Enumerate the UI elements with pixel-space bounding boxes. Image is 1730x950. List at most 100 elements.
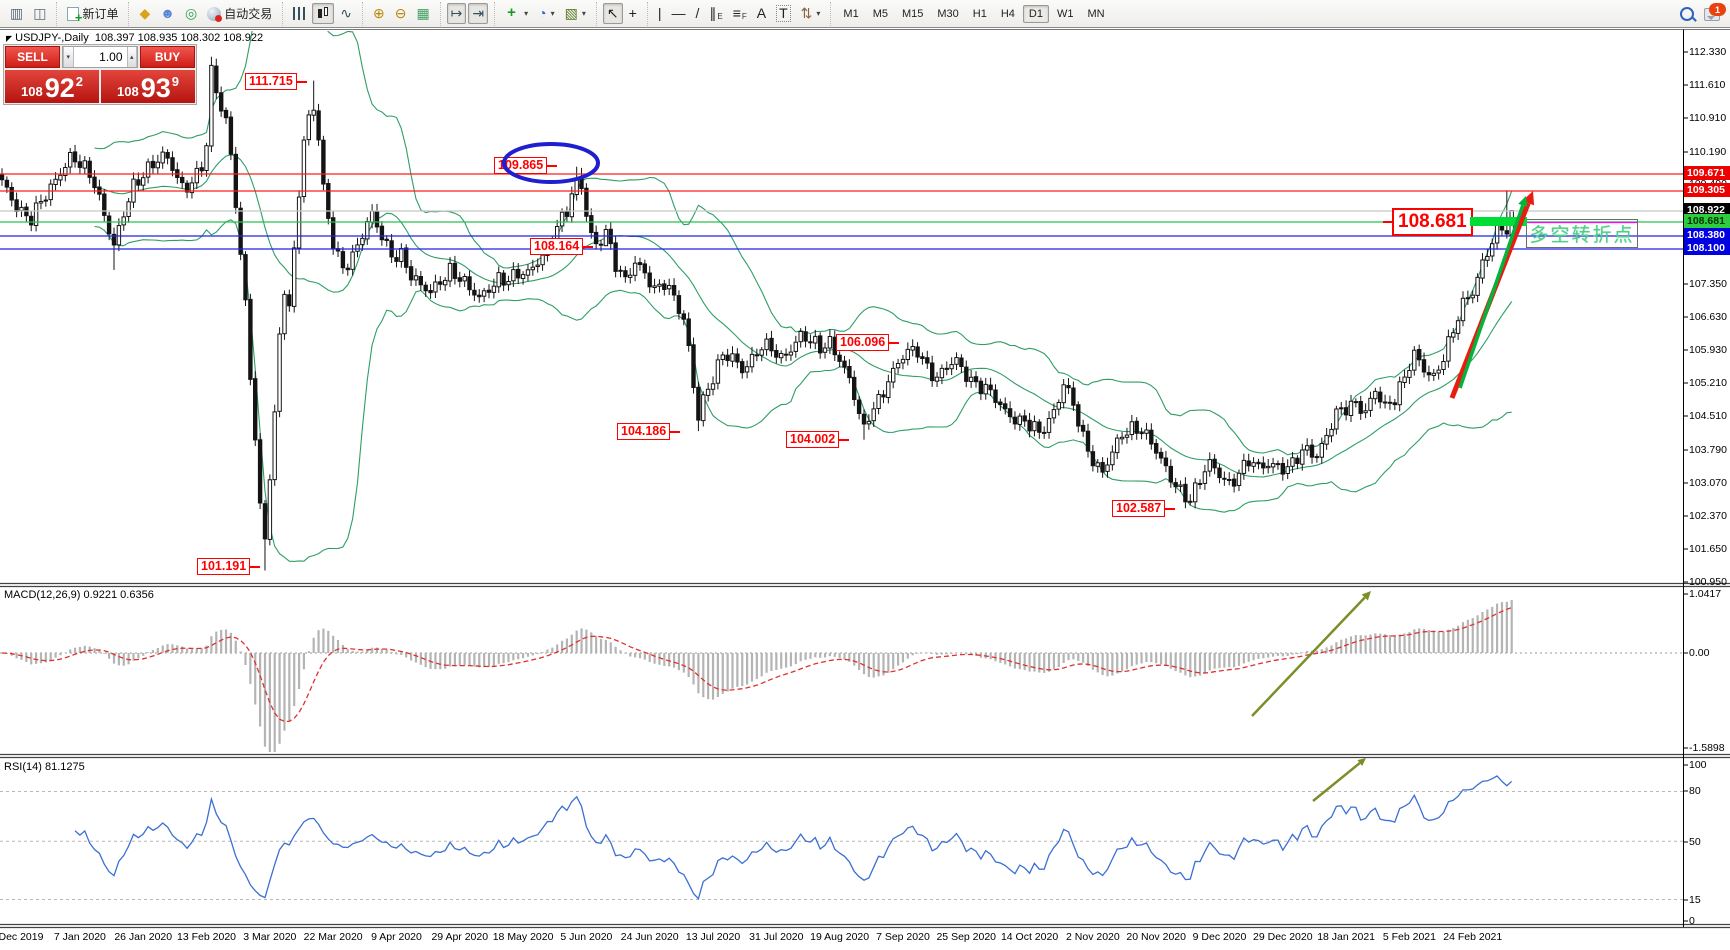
price-tick: 110.190 (1689, 146, 1727, 158)
toolbar: ▥◫新订单◆☻◎自动交易∿⊕⊖▦↦⇥▾◔▾▧▾↖+|—/∥E≡FAT⇅▾ M1M… (0, 0, 1730, 28)
date-label: 18 Jan 2021 (1317, 931, 1376, 943)
volume-decrease-button[interactable]: ▾ (63, 47, 74, 67)
timeframe-m15[interactable]: M15 (901, 7, 924, 20)
fibonacci-icon[interactable]: ≡ F (732, 5, 747, 22)
label-icon[interactable]: T (772, 2, 795, 25)
price-label-object[interactable]: 108.164 (530, 238, 594, 255)
chart-window-icon[interactable]: ▥ (6, 3, 27, 24)
toolbar-groups: ▥◫新订单◆☻◎自动交易∿⊕⊖▦↦⇥▾◔▾▧▾↖+|—/∥E≡FAT⇅▾ (0, 1, 830, 26)
dropdown-arrow-icon[interactable]: ▾ (550, 9, 555, 18)
date-label: 2 Nov 2020 (1066, 931, 1120, 943)
cursor-icon[interactable]: ↖ (602, 3, 623, 24)
price-label-object[interactable]: 102.587 (1112, 500, 1176, 517)
label-tail (1165, 507, 1176, 510)
volume-increase-button[interactable]: ▴ (126, 47, 138, 67)
vertical-line-icon-glyph: | (657, 5, 662, 21)
period-icon-glyph: ◔ (538, 5, 547, 21)
equidistant-channel-icon[interactable]: ∥ E (709, 5, 723, 22)
price-badge: 109.305 (1684, 183, 1730, 197)
date-label: 5 Feb 2021 (1382, 931, 1436, 943)
date-label: 24 Jun 2020 (620, 931, 679, 943)
macd-tick: 1.0417 (1689, 588, 1722, 600)
bar-chart-icon[interactable] (289, 4, 310, 23)
buy-button[interactable]: BUY (140, 46, 195, 68)
symbol-name: USDJPY-,Daily (15, 32, 89, 44)
label-tail (250, 565, 261, 568)
period-icon[interactable]: ◔ ▾ (534, 3, 558, 24)
arrows-tool-icon[interactable]: ⇅ ▾ (797, 3, 825, 24)
line-chart-icon[interactable]: ∿ (336, 3, 356, 24)
buy-price[interactable]: 108 93 9 (101, 70, 195, 103)
symbol-ohlc: 108.397 108.935 108.302 108.922 (94, 32, 264, 44)
label-icon-glyph: T (776, 5, 791, 22)
new-order-button[interactable]: 新订单 (63, 2, 122, 25)
date-label: 18 May 2020 (492, 931, 554, 943)
search-icon[interactable] (1680, 6, 1694, 21)
zoom-in-icon[interactable]: ⊕ (369, 3, 389, 24)
volume-input[interactable] (73, 47, 127, 67)
dropdown-arrow-icon[interactable]: ▾ (816, 9, 821, 18)
toolbar-group: ∿ (282, 1, 362, 26)
price-label-object[interactable]: 108.681 (1383, 208, 1473, 236)
layers-icon[interactable]: ◆ (135, 3, 154, 24)
price-label-object[interactable]: 106.096 (836, 334, 900, 351)
timeframe-d1[interactable]: D1 (1022, 4, 1049, 23)
price-label-object[interactable]: 109.865 (494, 157, 558, 174)
auto-scroll-icon[interactable]: ↦ (446, 3, 467, 24)
timeframe-mn[interactable]: MN (1087, 7, 1105, 20)
community-icon[interactable]: ☻ (156, 3, 179, 24)
crosshair-icon[interactable]: + (625, 3, 641, 24)
date-label: 29 Apr 2020 (431, 931, 489, 943)
chart-shift-icon[interactable]: ⇥ (468, 3, 489, 24)
timeframe-w1[interactable]: W1 (1056, 7, 1074, 20)
auto-trading-button[interactable]: 自动交易 (203, 2, 276, 25)
template-icon[interactable]: ▧ ▾ (561, 3, 590, 24)
tile-windows-icon[interactable]: ▦ (412, 3, 433, 24)
rsi-tick: 80 (1689, 785, 1701, 797)
label-tail (839, 438, 850, 441)
symbol-info: ◤ USDJPY-,Daily 108.397 108.935 108.302 1… (6, 32, 263, 44)
zoom-out-icon[interactable]: ⊖ (391, 3, 411, 24)
price-tick: 105.210 (1689, 377, 1727, 389)
timeframe-h1[interactable]: H1 (972, 7, 987, 20)
rsi-tick: 50 (1689, 836, 1701, 848)
new-order-button-glyph (67, 6, 82, 25)
date-label: 9 Dec 2020 (1192, 931, 1247, 943)
price-label-object[interactable]: 104.002 (786, 431, 850, 448)
timeframe-m1[interactable]: M1 (843, 7, 859, 20)
date-label: 9 Apr 2020 (371, 931, 422, 943)
price-label-object[interactable]: 104.186 (617, 423, 681, 440)
signal-icon[interactable]: ◎ (181, 3, 201, 24)
price-label-object[interactable]: 101.191 (197, 558, 261, 575)
price-tick: 103.070 (1689, 477, 1727, 489)
trendline-icon[interactable]: / (691, 3, 703, 24)
price-label-object[interactable]: 111.715 (245, 73, 307, 90)
dropdown-arrow-icon[interactable]: ▾ (581, 9, 586, 18)
notifications-icon[interactable]: 1 (1704, 3, 1726, 21)
rsi-label: RSI(14) 81.1275 (4, 761, 85, 773)
text-icon[interactable]: A (753, 3, 770, 24)
dropdown-arrow-icon[interactable]: ▾ (524, 9, 529, 18)
tick-chart-icon[interactable]: ◫ (29, 3, 50, 24)
timeframe-m30[interactable]: M30 (937, 7, 959, 20)
date-label: 26 Jan 2020 (114, 931, 173, 943)
toolbar-group: ▾◔▾▧▾ (494, 1, 596, 26)
label-tail (1383, 221, 1393, 223)
timeframe-m5[interactable]: M5 (872, 7, 888, 20)
horizontal-line-icon[interactable]: — (667, 3, 689, 24)
price-tick: 107.350 (1689, 278, 1727, 290)
sell-price[interactable]: 108 92 2 (5, 70, 99, 103)
date-label: 29 Dec 2020 (1253, 931, 1313, 943)
price-badge: 108.681 (1684, 214, 1730, 228)
indicators-icon[interactable]: ▾ (501, 3, 532, 24)
price-badge: 109.671 (1684, 166, 1730, 180)
date-label: 20 Nov 2020 (1126, 931, 1186, 943)
timeframe-h4[interactable]: H4 (1000, 7, 1015, 20)
turning-point-annotation[interactable]: 多空转折点 (1526, 219, 1638, 248)
vertical-line-icon[interactable]: | (654, 3, 666, 24)
candlestick-chart-icon[interactable] (312, 3, 335, 24)
sell-button[interactable]: SELL (5, 46, 60, 68)
label-tail (296, 80, 307, 83)
